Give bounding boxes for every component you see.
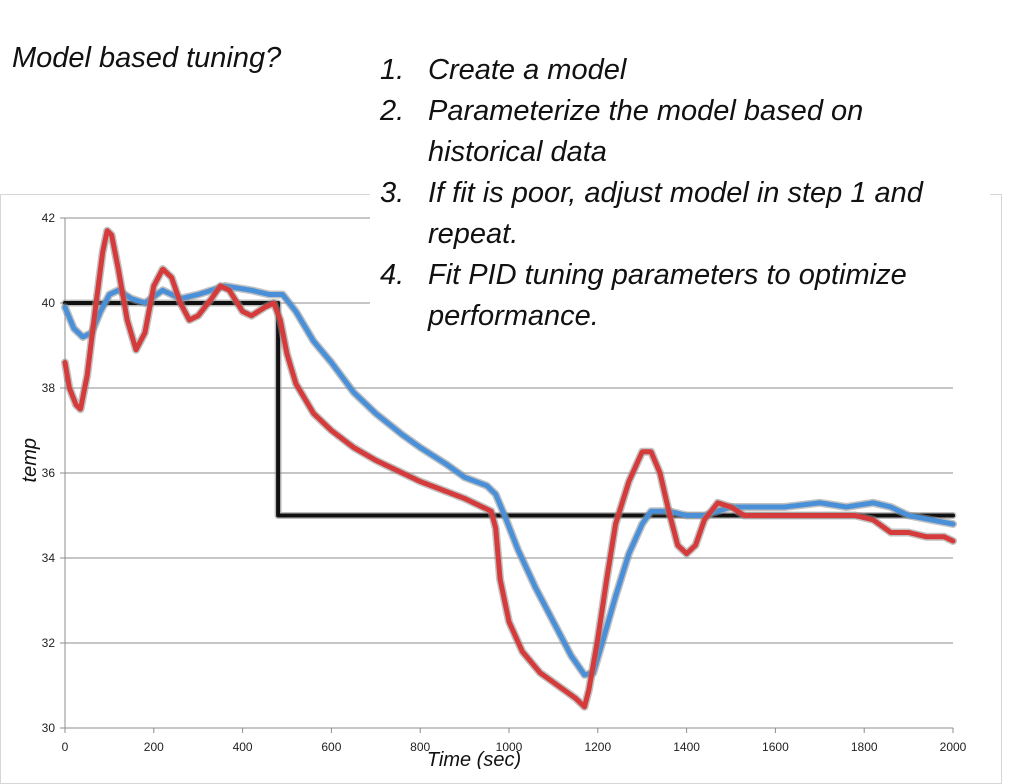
- y-tick-label: 36: [42, 466, 56, 480]
- x-tick-label: 1000: [496, 740, 523, 754]
- x-tick-label: 1600: [762, 740, 789, 754]
- y-tick-label: 42: [42, 211, 56, 225]
- step-item: 4. Fit PID tuning parameters to optimize …: [380, 255, 980, 337]
- step-text: If fit is poor, adjust model in step 1 a…: [428, 177, 923, 250]
- x-tick-label: 800: [410, 740, 430, 754]
- x-tick-label: 1400: [673, 740, 700, 754]
- y-tick-label: 34: [42, 551, 56, 565]
- series-lines: [61, 226, 957, 711]
- x-tick-label: 200: [144, 740, 164, 754]
- step-number: 3.: [380, 177, 405, 209]
- x-tick-label: 400: [233, 740, 253, 754]
- x-axis-label: Time (sec): [427, 749, 521, 769]
- axis-labels: 30 32 34 36 38 40 42 0 200 400 600 800 1000 1200 1400 1…: [19, 211, 967, 769]
- x-tick-label: 1200: [584, 740, 611, 754]
- step-text: Parameterize the model based on historic…: [428, 95, 864, 168]
- series-line: [62, 228, 956, 710]
- step-item: 3. If fit is poor, adjust model in step 1…: [380, 173, 980, 255]
- slide-title: Model based tuning?: [12, 42, 282, 74]
- step-item: 1. Create a model: [380, 50, 980, 91]
- x-tick-label: 2000: [940, 740, 967, 754]
- x-tick-label: 0: [62, 740, 69, 754]
- steps-list: 1. Create a model 2. Parameterize the model…: [370, 44, 990, 345]
- step-text: Fit PID tuning parameters to optimize pe…: [428, 259, 907, 332]
- y-axis-label: temp: [19, 438, 41, 482]
- step-item: 2. Parameterize the model based on histor…: [380, 91, 980, 173]
- step-number: 1.: [380, 54, 405, 86]
- step-number: 4.: [380, 259, 405, 291]
- x-tick-label: 1800: [851, 740, 878, 754]
- y-tick-label: 40: [42, 296, 56, 310]
- y-tick-label: 30: [42, 721, 56, 735]
- y-tick-label: 32: [42, 636, 56, 650]
- step-text: Create a model: [428, 54, 627, 86]
- x-tick-label: 600: [321, 740, 341, 754]
- step-number: 2.: [380, 95, 405, 127]
- y-tick-label: 38: [42, 381, 56, 395]
